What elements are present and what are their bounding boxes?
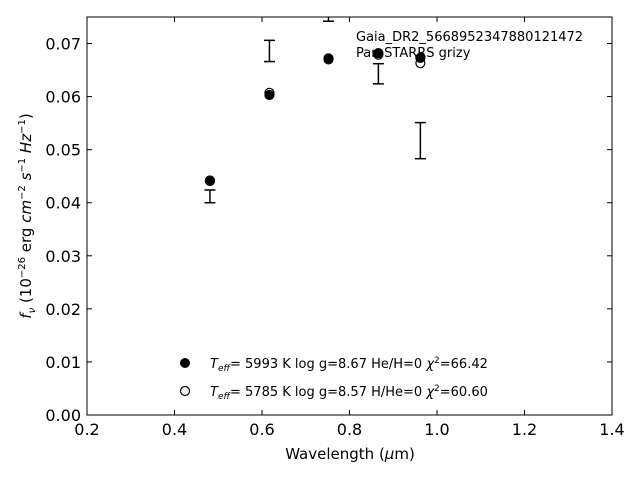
x-tick-label: 1.0 [424, 420, 449, 439]
x-tick-label: 1.4 [599, 420, 624, 439]
model-point-filled [204, 175, 216, 186]
x-tick-label: 0.6 [249, 420, 274, 439]
plot-frame [86, 16, 613, 416]
observed-errorbar [263, 39, 275, 63]
annotation-survey-name: Pan-STARRS grizy [356, 46, 471, 61]
observed-errorbar [414, 121, 426, 160]
y-tick-label: 0.05 [45, 141, 81, 160]
observed-errorbar [372, 62, 384, 85]
y-tick-label: 0.07 [45, 35, 81, 54]
model-point-filled [415, 52, 426, 63]
x-tick-label: 0.2 [74, 420, 99, 439]
y-tick-label: 0.06 [45, 88, 81, 107]
y-tick-label: 0.03 [45, 247, 81, 266]
x-tick-label: 1.2 [512, 420, 537, 439]
data-marks [204, 17, 426, 204]
legend-entry-1: Teff= 5993 K log g=8.67 He/H=0 χ2=66.42 [210, 356, 488, 374]
model-point-filled [264, 89, 275, 101]
x-tick-label: 0.4 [162, 420, 187, 439]
annotation-object-name: Gaia_DR2_5668952347880121472 [356, 30, 583, 45]
legend-entry-2: Teff= 5785 K log g=8.57 H/He=0 χ2=60.60 [210, 384, 488, 402]
y-tick-label: 0.01 [45, 353, 81, 372]
legend-marker-filled [180, 358, 190, 368]
y-tick-label: 0.00 [45, 406, 81, 425]
y-tick-label: 0.04 [45, 194, 81, 213]
model-point-filled [323, 53, 334, 64]
model-point-filled [373, 47, 384, 59]
legend-marker-open [179, 385, 191, 397]
x-axis-label: Wavelength (μm) [285, 445, 415, 463]
axes: 0.2 0.4 0.6 0.8 1.0 1.2 1.4 0.00 0.01 0.02 0.03 0.0… [45, 17, 625, 439]
observed-errorbar [204, 189, 216, 204]
x-tick-label: 0.8 [337, 420, 362, 439]
y-axis-label: fν (10−26 erg cm−2 s−1 Hz−1) [17, 113, 38, 318]
observed-errorbar [323, 17, 334, 22]
y-tick-label: 0.02 [45, 300, 81, 319]
legend: Teff= 5993 K log g=8.67 He/H=0 χ2=66.42 … [179, 356, 488, 402]
